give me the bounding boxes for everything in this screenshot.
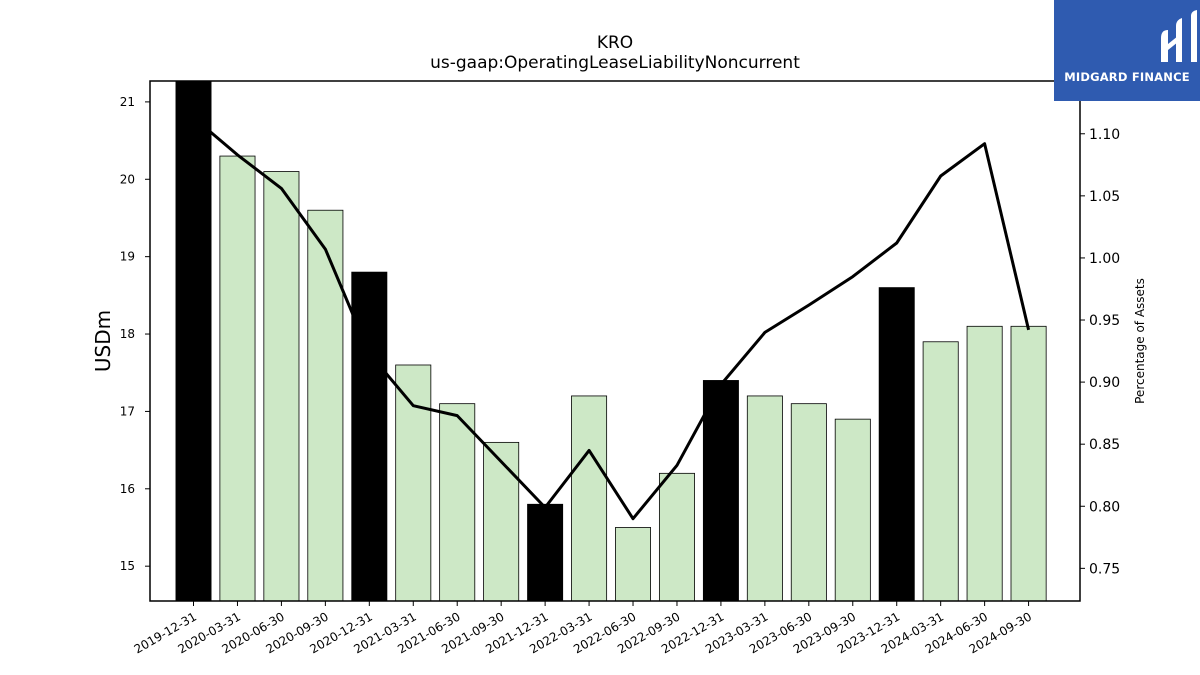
chart-subtitle: us-gaap:OperatingLeaseLiabilityNoncurren…: [430, 53, 800, 73]
bar: [395, 364, 432, 602]
bar: [175, 80, 212, 602]
bar: [966, 325, 1003, 602]
bar: [790, 403, 827, 602]
bar: [483, 441, 520, 602]
brand-logo: MIDGARD FINANCE: [1054, 0, 1200, 101]
y2-tick-label: 1.00: [1089, 251, 1120, 267]
bar: [615, 527, 652, 602]
y-tick-label: 15: [120, 559, 135, 573]
bar: [878, 287, 915, 602]
y2-tick-label: 0.95: [1089, 313, 1120, 329]
line-group: [192, 116, 1031, 521]
y-tick-label: 16: [120, 482, 135, 496]
y-tick-label: 21: [120, 95, 135, 109]
logo-text: MIDGARD FINANCE: [1064, 70, 1190, 84]
bar: [658, 472, 695, 602]
line-series: [192, 116, 1031, 521]
y-tick-label: 17: [120, 404, 135, 418]
y2-tick-label: 0.90: [1089, 375, 1120, 391]
y2-tick-label: 1.05: [1089, 189, 1120, 205]
y-tick-label: 18: [120, 327, 135, 341]
y-tick-label: 20: [120, 172, 135, 186]
bar: [702, 380, 739, 602]
plot-frame: [149, 80, 1081, 602]
bar: [219, 155, 256, 602]
bars-group: [175, 80, 1047, 602]
bar: [834, 418, 871, 602]
bar: [307, 209, 344, 602]
logo-mark-icon: [1161, 10, 1197, 62]
bar: [746, 395, 783, 602]
bar: [439, 403, 476, 602]
bar: [571, 395, 608, 602]
bar: [922, 341, 959, 602]
y2-axis-label: Percentage of Assets: [1133, 278, 1147, 404]
y-tick-label: 19: [120, 250, 135, 264]
chart-title: KRO: [597, 33, 633, 53]
y2-tick-label: 0.85: [1089, 437, 1120, 453]
y2-tick-label: 1.10: [1089, 127, 1120, 143]
bar: [527, 503, 564, 602]
bar: [263, 171, 300, 602]
y-axis-label: USDm: [91, 310, 115, 372]
y2-tick-label: 0.80: [1089, 499, 1120, 515]
bar: [1010, 325, 1047, 602]
y2-tick-label: 0.75: [1089, 561, 1120, 577]
